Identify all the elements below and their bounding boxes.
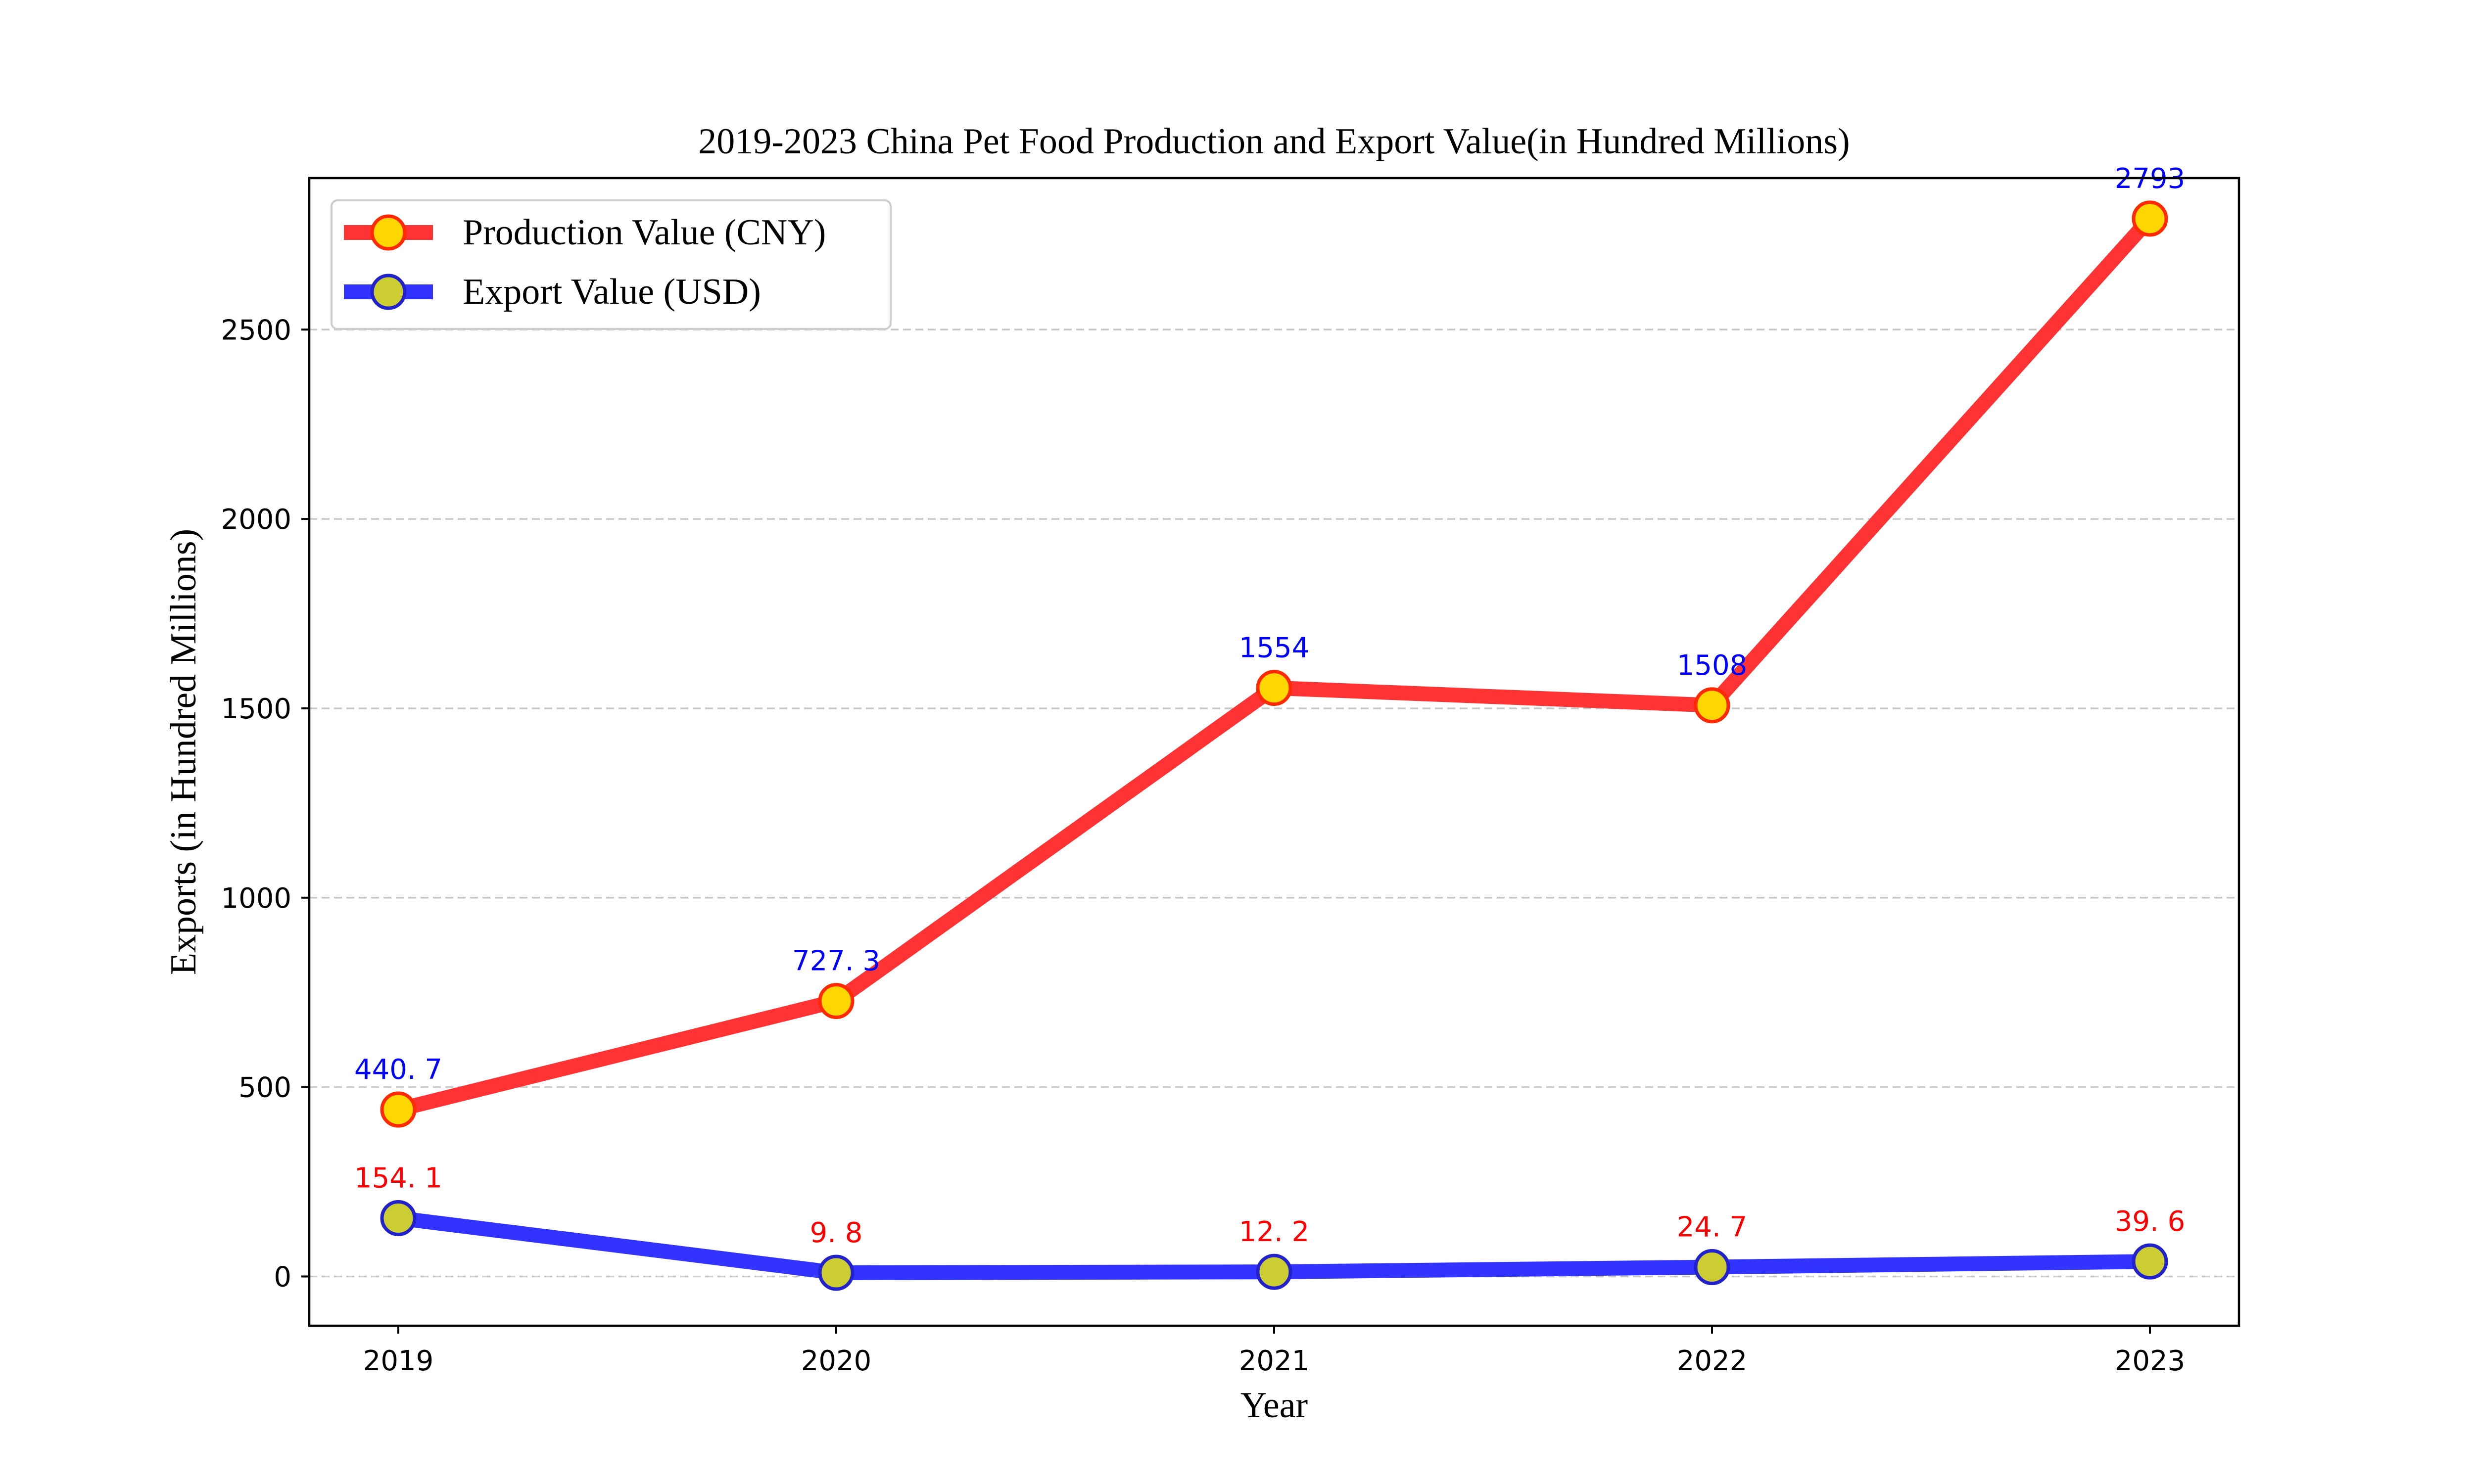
markers	[380, 200, 2168, 1291]
x-tick-label: 2020	[801, 1345, 872, 1377]
data-point	[2132, 1243, 2168, 1280]
x-tick-label: 2023	[2115, 1345, 2186, 1377]
data-point	[1256, 1253, 1292, 1290]
x-axis-label: Year	[1240, 1385, 1308, 1426]
data-label: 24. 7	[1677, 1211, 1748, 1244]
data-point	[1694, 687, 1730, 724]
y-tick-label: 500	[238, 1072, 291, 1104]
data-label: 727. 3	[792, 945, 880, 977]
y-tick-label: 1000	[221, 882, 291, 915]
data-point	[380, 1200, 417, 1236]
gridlines	[309, 328, 2239, 1278]
data-point	[380, 1091, 417, 1128]
legend-entry-export: Export Value (USD)	[344, 272, 761, 312]
data-point	[1694, 1249, 1730, 1286]
data-label: 12. 2	[1239, 1216, 1310, 1248]
x-tick-label: 2019	[363, 1345, 434, 1377]
data-label: 154. 1	[354, 1162, 442, 1194]
y-tick-label: 0	[274, 1261, 291, 1293]
legend-frame	[331, 199, 892, 330]
data-label: 1508	[1677, 649, 1748, 682]
data-label: 39. 6	[2115, 1206, 2186, 1238]
x-tick-label: 2022	[1677, 1345, 1748, 1377]
x-tick-label: 2021	[1239, 1345, 1310, 1377]
y-tick-label: 2000	[221, 504, 291, 536]
legend-marker-production	[370, 214, 407, 251]
legend-label-production: Production Value (CNY)	[463, 212, 826, 253]
legend-marker-export	[370, 274, 407, 310]
data-point	[1256, 670, 1292, 706]
chart-title: 2019-2023 China Pet Food Production and …	[698, 121, 1850, 162]
data-point	[818, 1254, 855, 1291]
data-label: 9. 8	[810, 1217, 863, 1249]
legend-label-export: Export Value (USD)	[463, 272, 761, 312]
legend-entry-production: Production Value (CNY)	[344, 212, 826, 253]
legend: Production Value (CNY) Export Value (USD…	[331, 199, 892, 330]
y-tick-label: 1500	[221, 693, 291, 725]
data-point	[818, 983, 855, 1020]
data-label: 1554	[1239, 632, 1310, 664]
y-axis-label: Exports (in Hundred Millions)	[163, 529, 204, 975]
y-tick-label: 2500	[221, 314, 291, 346]
data-label: 440. 7	[354, 1054, 442, 1086]
axis-ticks: 0 500 1000 1500 2000 2500 2019 2020 2021 2022 2023	[221, 314, 2185, 1377]
data-point	[2132, 200, 2168, 237]
